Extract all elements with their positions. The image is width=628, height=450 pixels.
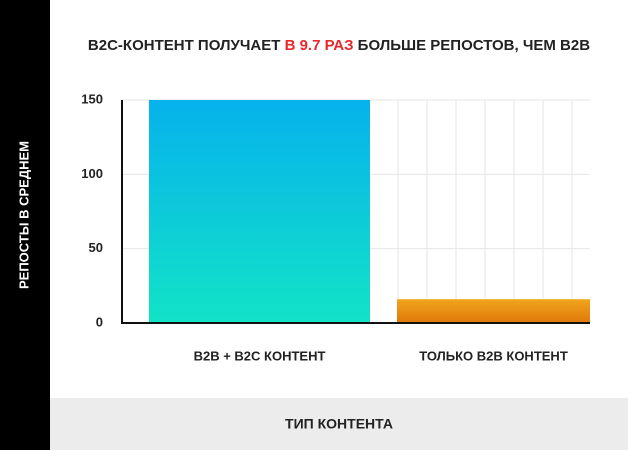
x-tick-label: ТОЛЬКО B2B КОНТЕНТ — [419, 348, 568, 363]
y-tick-label: 150 — [81, 91, 103, 106]
title-part: B2C-КОНТЕНТ ПОЛУЧАЕТ — [88, 37, 280, 54]
y-tick-label: 0 — [96, 314, 103, 329]
x-axis-label: ТИП КОНТЕНТА — [285, 416, 393, 432]
y-label-band — [0, 0, 50, 450]
chart-title: B2C-КОНТЕНТ ПОЛУЧАЕТ В 9.7 РАЗ БОЛЬШЕ РЕ… — [88, 37, 590, 54]
x-label-band — [50, 398, 628, 450]
plot — [149, 100, 590, 323]
title-part: БОЛЬШЕ РЕПОСТОВ, ЧЕМ B2B — [358, 37, 591, 54]
bar — [397, 299, 590, 323]
y-axis-label: РЕПОСТЫ В СРЕДНЕМ — [16, 141, 31, 289]
y-tick-label: 50 — [89, 240, 103, 255]
x-tick-label: B2B + B2C КОНТЕНТ — [194, 348, 326, 363]
bar — [149, 100, 370, 323]
y-tick-label: 100 — [81, 166, 103, 181]
title-part: В 9.7 РАЗ — [285, 37, 354, 54]
